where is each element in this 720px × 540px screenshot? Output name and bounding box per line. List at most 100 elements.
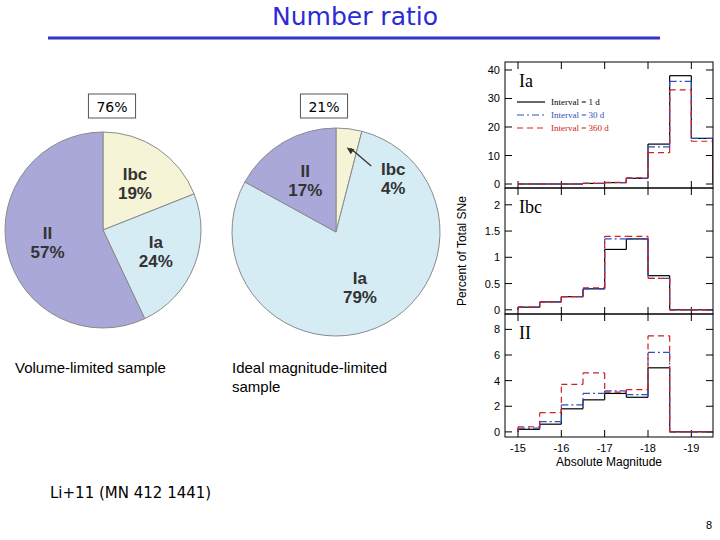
legend-swatch	[517, 114, 545, 115]
histogram-step	[605, 182, 627, 183]
histogram-step	[691, 309, 713, 310]
y-tick	[505, 231, 512, 232]
panel-title: Ia	[519, 71, 533, 91]
step-riser	[669, 278, 670, 310]
x-tick	[648, 307, 649, 314]
histogram-step	[605, 392, 627, 393]
plot-frame	[505, 188, 713, 314]
pie-caption: Ideal magnitude-limited sample	[232, 358, 422, 396]
histogram-step	[518, 183, 540, 184]
x-tick-label: -15	[510, 442, 526, 454]
legend-swatch	[517, 127, 545, 128]
slice-value-label: 4%	[381, 179, 406, 198]
pie-chart: Ibc19%Ia24%II57%	[5, 132, 201, 328]
step-riser	[691, 76, 692, 139]
histogram-panel: 00.511.52IbcPercent of Total SNe	[455, 188, 713, 316]
plot-area	[518, 336, 713, 432]
step-riser	[669, 336, 670, 432]
x-tick	[604, 314, 605, 321]
histogram-step	[670, 431, 692, 432]
x-tick	[648, 62, 649, 69]
y-tick-label: 2	[494, 400, 500, 412]
histogram-step	[648, 335, 670, 336]
plot-frame	[505, 314, 713, 437]
step-riser	[561, 297, 562, 302]
y-tick-label: 1.5	[485, 225, 500, 237]
histogram-step	[648, 143, 670, 144]
histogram-step	[670, 309, 692, 310]
histogram-step	[583, 288, 605, 289]
y-tick-label: 2	[494, 199, 500, 211]
x-tick	[561, 307, 562, 314]
pie-slice	[245, 128, 336, 232]
x-tick-label: -17	[597, 442, 613, 454]
step-riser	[539, 302, 540, 307]
plot-area	[518, 76, 713, 184]
y-tick	[706, 98, 713, 99]
x-tick-label: -18	[640, 442, 656, 454]
histogram-panel: 02468-15-16-17-18-19IIAbsolute Magnitude	[494, 314, 713, 469]
histogram-step	[605, 393, 627, 394]
y-tick	[706, 355, 713, 356]
y-tick	[505, 355, 512, 356]
y-tick-label: 8	[494, 323, 500, 335]
step-riser	[647, 144, 648, 178]
histogram-step	[605, 182, 627, 183]
histogram-step	[561, 183, 583, 184]
histogram-step	[670, 431, 692, 432]
panel-title: Ibc	[519, 197, 542, 217]
histogram-step	[518, 183, 540, 184]
histogram-step	[670, 309, 692, 310]
histogram-step	[605, 390, 627, 391]
x-tick	[561, 430, 562, 437]
histogram-step	[670, 309, 692, 310]
histogram-step	[518, 307, 540, 308]
step-riser	[647, 336, 648, 390]
y-tick	[706, 69, 713, 70]
histogram-step	[691, 431, 713, 432]
y-tick	[505, 380, 512, 381]
y-tick	[706, 204, 713, 205]
y-tick	[706, 329, 713, 330]
histogram-step	[626, 178, 648, 179]
histogram-step	[691, 138, 713, 139]
y-tick	[706, 126, 713, 127]
histogram-step	[540, 424, 562, 425]
step-riser	[626, 239, 627, 250]
y-tick	[505, 406, 512, 407]
histogram-step	[583, 287, 605, 288]
legend-label: Interval = 360 d	[551, 123, 609, 133]
x-tick	[691, 188, 692, 195]
title-underline	[48, 37, 660, 40]
y-tick	[706, 380, 713, 381]
step-riser	[582, 373, 583, 385]
y-tick	[706, 155, 713, 156]
histogram-step	[691, 138, 713, 139]
histogram-step	[540, 183, 562, 184]
y-tick-label: 0.5	[485, 278, 500, 290]
histogram-step	[670, 81, 692, 82]
step-riser	[669, 90, 670, 153]
histogram-step	[561, 296, 583, 297]
step-riser	[604, 393, 605, 399]
histogram-step	[540, 183, 562, 184]
y-tick-label: 0	[494, 426, 500, 438]
histogram-step	[648, 275, 670, 276]
y-tick-label: 0	[494, 178, 500, 190]
pie-caption: Volume-limited sample	[15, 358, 225, 377]
histogram-step	[518, 429, 540, 430]
x-tick	[604, 188, 605, 195]
slice-category: II	[301, 162, 310, 181]
y-axis-label: Percent of Total SNe	[455, 196, 469, 306]
step-riser	[647, 147, 648, 178]
plot-frame	[505, 62, 713, 188]
step-riser	[669, 276, 670, 310]
step-riser	[626, 178, 627, 183]
histogram-step	[518, 307, 540, 308]
step-riser	[539, 302, 540, 307]
y-tick-label: 6	[494, 349, 500, 361]
histogram-step	[626, 394, 648, 395]
x-tick-label: -16	[553, 442, 569, 454]
x-tick-label: -19	[683, 442, 699, 454]
step-riser	[561, 297, 562, 302]
